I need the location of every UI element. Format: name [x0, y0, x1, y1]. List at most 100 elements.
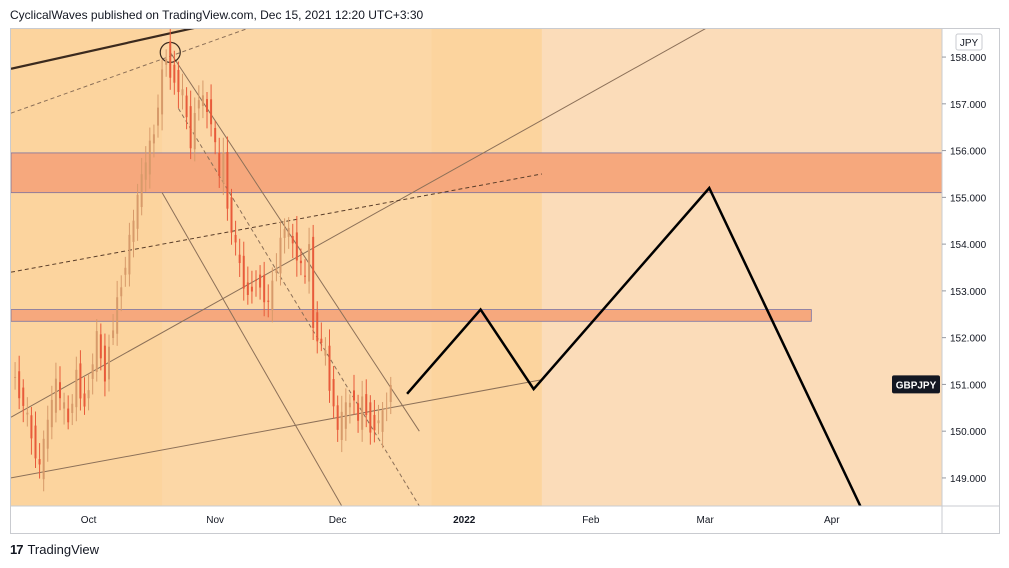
- candle-body: [324, 350, 327, 356]
- candle-body: [91, 364, 94, 379]
- price-tick-label: 158.000: [950, 53, 987, 64]
- time-axis: [11, 506, 942, 533]
- candle-body: [181, 89, 184, 96]
- candle-body: [340, 411, 343, 441]
- candle-body: [263, 275, 266, 303]
- candle-body: [116, 297, 119, 334]
- price-tick-label: 149.000: [950, 474, 987, 485]
- time-tick-label: Oct: [81, 515, 97, 526]
- candle-body: [169, 41, 172, 78]
- support-zone[interactable]: [11, 309, 812, 322]
- tradingview-logo-icon: 17: [10, 542, 24, 557]
- candle-body: [242, 255, 245, 289]
- candle-body: [230, 197, 233, 233]
- price-chart[interactable]: 158.000 157.000 156.000 155.000 154.000 153.0…: [11, 29, 999, 533]
- candle-body: [295, 232, 298, 261]
- candle-body: [218, 152, 221, 176]
- candle-body: [103, 345, 106, 382]
- candle-body: [255, 279, 257, 281]
- candle-body: [201, 95, 204, 107]
- candle-body: [299, 260, 302, 264]
- candle-body: [83, 393, 86, 407]
- candle-body: [132, 220, 135, 242]
- candle-body: [165, 59, 168, 65]
- symbol-tag[interactable]: [892, 375, 940, 394]
- price-tick-label: 155.000: [950, 193, 987, 204]
- candle-body: [189, 106, 192, 149]
- candle-body: [120, 287, 123, 297]
- candle-body: [14, 376, 17, 378]
- candle-body: [59, 382, 61, 399]
- candle-body: [316, 312, 319, 342]
- candle-body: [381, 410, 384, 432]
- candle-body: [275, 269, 278, 273]
- candle-body: [67, 408, 70, 423]
- candle-body: [71, 403, 74, 413]
- candle-body: [246, 282, 249, 295]
- publisher-attribution: CyclicalWaves published on TradingView.c…: [10, 8, 424, 22]
- candle-body: [332, 379, 335, 407]
- candle-body: [389, 385, 392, 402]
- candle-body: [353, 390, 355, 401]
- candle-body: [373, 414, 376, 431]
- symbol-label: GBPJPY: [896, 380, 937, 391]
- candle-body: [279, 237, 282, 274]
- candle-body: [99, 334, 102, 359]
- candle-body: [226, 151, 229, 209]
- candle-body: [173, 64, 176, 83]
- time-tick-label: 2022: [453, 515, 476, 526]
- rising-trendline: [11, 29, 706, 418]
- candle-body: [308, 244, 311, 282]
- candle-body: [87, 390, 90, 399]
- candle-body: [157, 107, 159, 126]
- time-tick-label: Nov: [206, 515, 224, 526]
- candle-body: [357, 403, 360, 421]
- tradingview-footer[interactable]: 17 TradingView: [10, 542, 99, 557]
- candle-body: [136, 194, 139, 229]
- lower-trendline: [11, 379, 542, 479]
- mid-dashed-line: [11, 173, 542, 273]
- candle-body: [79, 363, 82, 399]
- candle-body: [271, 280, 274, 311]
- candle-body: [38, 459, 41, 465]
- candle-body: [312, 236, 315, 328]
- candle-body: [250, 286, 253, 292]
- candle-body: [30, 415, 33, 439]
- top-trendline: [11, 29, 195, 70]
- candle-body: [124, 267, 127, 275]
- candle-body: [140, 174, 143, 208]
- candle-body: [344, 402, 347, 429]
- candle-body: [222, 152, 225, 183]
- price-tick-label: 151.000: [950, 380, 987, 391]
- candle-body: [210, 99, 213, 125]
- candle-body: [267, 300, 270, 302]
- time-tick-label: Mar: [697, 515, 715, 526]
- price-tick-label: 157.000: [950, 100, 987, 111]
- candle-body: [206, 99, 208, 112]
- candle-body: [22, 387, 25, 406]
- candle-body: [238, 254, 241, 264]
- candle-body: [54, 378, 57, 413]
- candle-body: [385, 407, 388, 410]
- candle-body: [259, 274, 262, 288]
- projected-path[interactable]: [406, 185, 862, 507]
- candle-body: [75, 369, 78, 408]
- candle-body: [287, 227, 290, 237]
- price-tick-label: 156.000: [950, 147, 987, 158]
- tradingview-brand: TradingView: [27, 542, 100, 557]
- chart-frame[interactable]: 158.000 157.000 156.000 155.000 154.000 153.0…: [10, 28, 1000, 534]
- candle-body: [50, 399, 53, 428]
- candle-body: [144, 162, 147, 180]
- price-tick-label: 154.000: [950, 240, 987, 251]
- candle-body: [108, 346, 110, 380]
- candle-body: [26, 412, 29, 415]
- currency-badge[interactable]: [955, 33, 983, 51]
- candle-body: [95, 331, 98, 372]
- time-tick-label: Feb: [582, 515, 600, 526]
- resistance-zone[interactable]: [11, 152, 943, 194]
- candle-body: [177, 69, 180, 93]
- candle-body: [234, 234, 237, 243]
- candle-body: [291, 236, 294, 244]
- candle-body: [161, 69, 164, 115]
- candle-body: [214, 127, 217, 143]
